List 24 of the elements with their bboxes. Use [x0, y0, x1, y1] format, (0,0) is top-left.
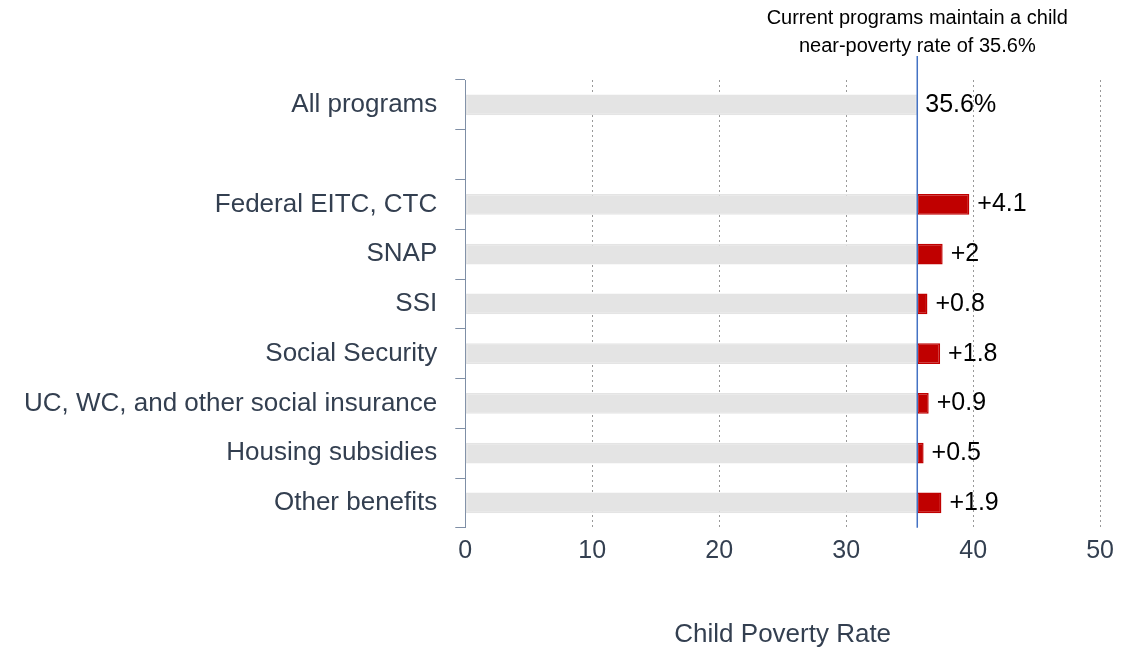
- x-tick-label: 0: [458, 534, 473, 563]
- x-tick-label: 50: [1086, 534, 1114, 563]
- data-label: +4.1: [977, 188, 1027, 217]
- data-label: +1.8: [948, 337, 998, 366]
- data-label: +1.9: [949, 486, 999, 515]
- x-tick-label: 40: [959, 534, 988, 563]
- data-label: +2: [950, 238, 980, 267]
- x-tick-label: 30: [832, 534, 861, 563]
- ref-line-label: Current programs maintain a child near-poverty rate of 35.6%: [766, 6, 1068, 56]
- x-tick-label: 10: [578, 534, 607, 563]
- data-label: +0.5: [931, 437, 981, 466]
- y-tick-label: Other benefits: [273, 486, 438, 517]
- y-tick-label: SSI: [395, 287, 438, 318]
- y-tick-label: All programs: [291, 88, 438, 119]
- data-label: +0.8: [935, 287, 985, 316]
- y-tick-label: UC, WC, and other social insurance: [23, 386, 438, 417]
- x-axis-title: Child Poverty Rate: [674, 617, 892, 648]
- y-tick-label: Housing subsidies: [226, 436, 438, 467]
- y-tick-label: Federal EITC, CTC: [214, 187, 438, 218]
- y-tick-label: SNAP: [366, 237, 438, 268]
- x-tick-label: 20: [705, 534, 734, 563]
- y-tick-label: Social Security: [265, 336, 438, 367]
- data-label: 35.6%: [925, 88, 997, 117]
- data-label: +0.9: [936, 387, 987, 416]
